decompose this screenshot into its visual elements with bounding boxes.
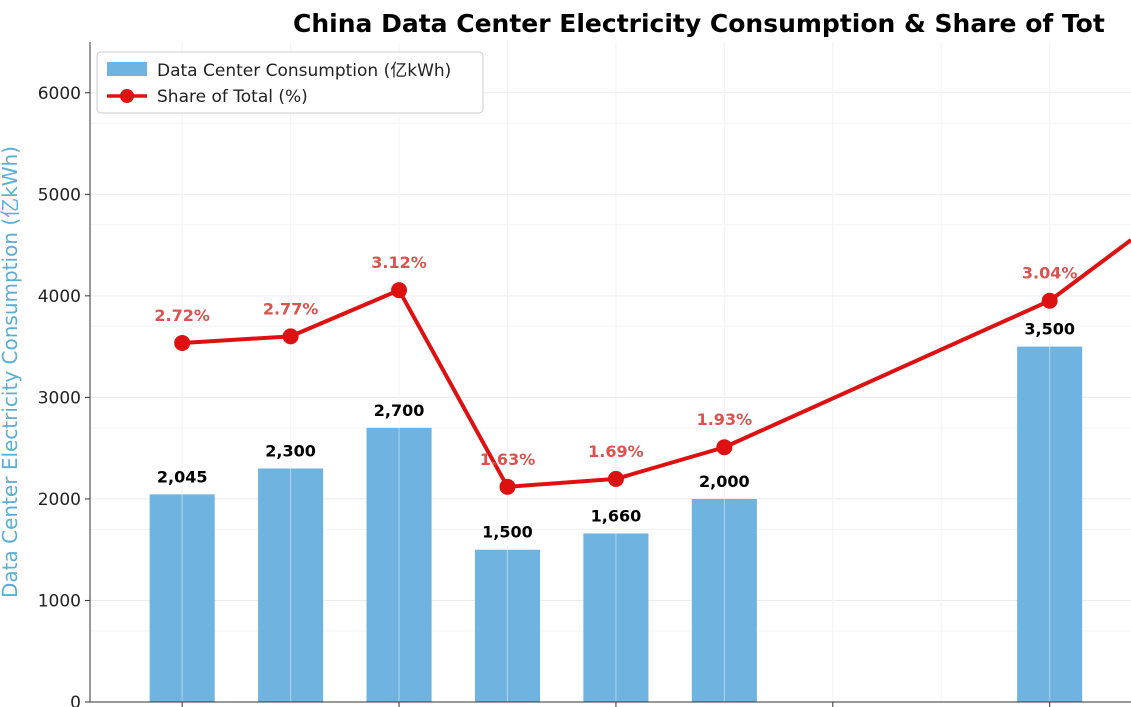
bar xyxy=(366,427,432,702)
y-tick-label: 2000 xyxy=(38,490,81,510)
share-value-label: 3.04% xyxy=(1022,264,1078,283)
legend-box xyxy=(96,51,484,114)
y-tick-label: 5000 xyxy=(38,185,81,205)
bar-series xyxy=(149,42,1083,702)
legend-line-label: Share of Total (%) xyxy=(157,87,308,107)
share-value-label: 1.69% xyxy=(588,442,644,461)
share-value-label: 2.72% xyxy=(154,306,210,325)
share-value-label: 1.93% xyxy=(697,410,753,429)
legend-bar-label: Data Center Consumption (亿kWh) xyxy=(157,61,451,81)
bar-value-label: 2,300 xyxy=(265,441,316,460)
y-tick-label: 0 xyxy=(70,693,81,707)
bar xyxy=(149,494,215,702)
share-value-label: 2.77% xyxy=(263,299,319,318)
legend-line-marker xyxy=(120,89,134,103)
share-line xyxy=(182,238,1131,489)
bar-value-label: 1,660 xyxy=(591,506,642,525)
legend-bar-swatch xyxy=(107,62,147,76)
bar-value-label: 2,045 xyxy=(157,467,208,486)
legend: Data Center Consumption (亿kWh) Share of … xyxy=(96,51,484,114)
bar xyxy=(474,549,541,702)
share-marker xyxy=(716,439,733,456)
share-value-label: 1.63% xyxy=(480,450,536,469)
bar-value-label: 2,700 xyxy=(374,401,425,420)
bar-value-label: 3,500 xyxy=(1024,320,1075,339)
y-tick-label: 3000 xyxy=(38,388,81,408)
data-labels: 2,045 2,300 2,700 1,500 1,660 2,000 3,500 2.72%… xyxy=(154,253,1077,542)
bar-value-label: 1,500 xyxy=(482,523,533,542)
axes xyxy=(89,42,1131,707)
line-series xyxy=(174,238,1131,495)
y-tick-label: 1000 xyxy=(38,591,81,611)
share-marker xyxy=(282,328,299,345)
bar xyxy=(691,498,757,702)
chart-title: China Data Center Electricity Consumptio… xyxy=(293,9,1105,38)
y-ticks: 0 1000 2000 3000 4000 5000 6000 xyxy=(38,84,90,707)
bar xyxy=(1017,346,1083,702)
bar xyxy=(258,468,324,702)
y-tick-label: 4000 xyxy=(38,287,81,307)
share-marker xyxy=(499,478,516,495)
share-marker xyxy=(1041,292,1058,309)
y-axis-label: Data Center Electricity Consumption (亿kW… xyxy=(0,146,22,598)
bar xyxy=(583,533,649,702)
bar-value-label: 2,000 xyxy=(699,472,750,491)
share-marker xyxy=(391,282,408,299)
share-marker xyxy=(607,470,624,487)
share-marker xyxy=(174,334,191,351)
y-tick-label: 6000 xyxy=(38,84,81,104)
share-value-label: 3.12% xyxy=(371,253,427,272)
